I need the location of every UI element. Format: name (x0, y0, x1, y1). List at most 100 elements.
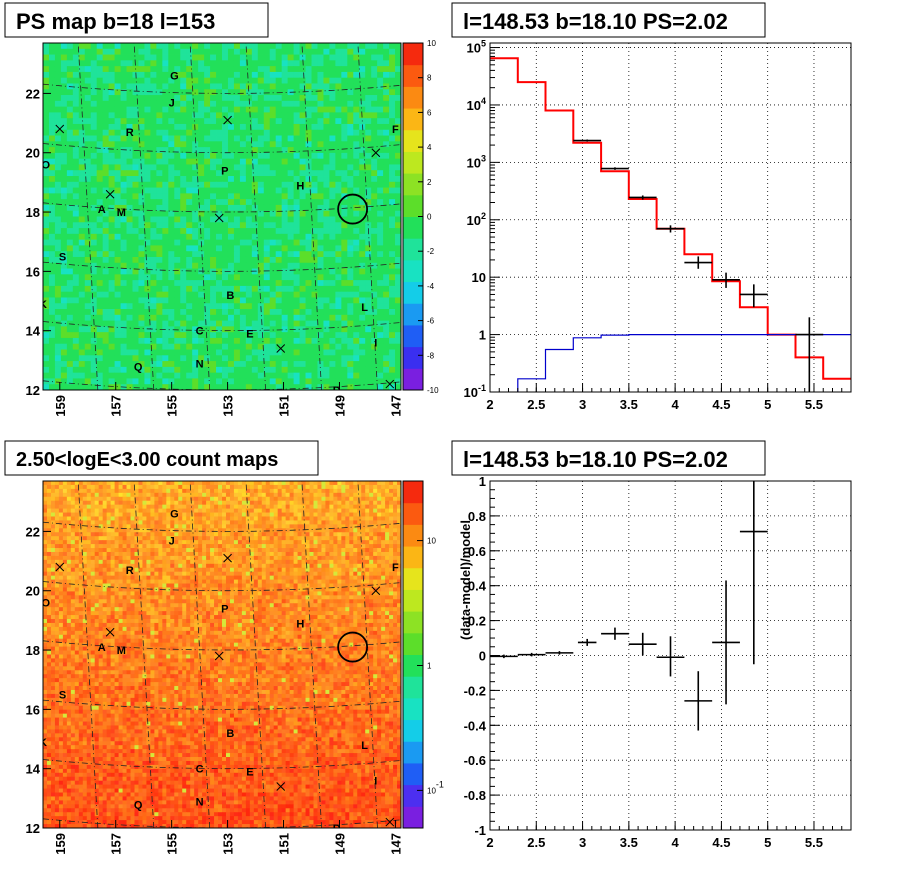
heatmap-pixel (341, 164, 348, 171)
heatmap-pixel (84, 274, 92, 281)
heatmap-pixel (108, 170, 115, 177)
colorbar-segment (403, 173, 423, 196)
source-label: A (98, 204, 106, 216)
heatmap-pixel (323, 164, 330, 171)
heatmap-pixel (335, 366, 342, 374)
heatmap-pixel (281, 297, 289, 304)
heatmap-pixel (90, 262, 98, 269)
heatmap-pixel (395, 309, 401, 316)
heatmap-pixel (263, 193, 271, 200)
heatmap-pixel (245, 303, 253, 310)
heatmap-pixel (66, 77, 74, 84)
heatmap-pixel (353, 337, 360, 345)
heatmap-pixel (329, 488, 334, 494)
heatmap-pixel (144, 152, 151, 160)
data-point (712, 272, 740, 288)
heatmap-pixel (239, 314, 247, 321)
heatmap-pixel (365, 204, 372, 212)
heatmap-pixel (395, 274, 401, 281)
heatmap-pixel (345, 481, 350, 486)
heatmap-pixel (114, 378, 121, 385)
heatmap-pixel (311, 343, 318, 350)
heatmap-pixel (365, 309, 372, 316)
heatmap-pixel (395, 297, 401, 304)
heatmap-pixel (48, 112, 56, 119)
heatmap-pixel (102, 384, 110, 390)
heatmap-pixel (114, 228, 121, 235)
heatmap-pixel (371, 297, 378, 304)
heatmap-pixel (323, 199, 330, 206)
heatmap-pixel (293, 332, 300, 339)
heatmap-pixel (102, 291, 110, 298)
heatmap-pixel (84, 60, 92, 67)
heatmap-pixel (60, 309, 68, 316)
heatmap-pixel (192, 106, 199, 113)
heatmap-pixel (194, 516, 199, 521)
heatmap-pixel (321, 484, 326, 490)
heatmap-pixel (60, 106, 68, 113)
ps-map-title-box (4, 2, 269, 38)
heatmap-pixel (293, 280, 300, 287)
heatmap-pixel (186, 256, 193, 264)
heatmap-pixel (138, 204, 145, 212)
heatmap-pixel (269, 512, 275, 517)
heatmap-pixel (126, 187, 133, 194)
heatmap-pixel (359, 303, 366, 310)
heatmap-pixel (269, 95, 277, 102)
heatmap-pixel (180, 332, 187, 339)
heatmap-pixel (78, 71, 86, 79)
heatmap-pixel (206, 492, 211, 498)
heatmap-pixel (134, 484, 139, 490)
heatmap-pixel (108, 77, 115, 84)
heatmap-pixel (162, 384, 169, 390)
heatmap-pixel (180, 170, 187, 177)
heatmap-pixel (126, 488, 131, 494)
heatmap-pixel (94, 508, 100, 513)
heatmap-pixel (144, 100, 151, 108)
heatmap-pixel (325, 484, 330, 490)
heatmap-pixel (90, 118, 98, 125)
heatmap-pixel (237, 516, 243, 521)
heatmap-pixel (168, 378, 175, 385)
heatmap-pixel (305, 204, 312, 212)
heatmap-pixel (156, 43, 163, 50)
heatmap-pixel (293, 100, 300, 108)
heatmap-pixel (120, 199, 127, 206)
heatmap-pixel (126, 528, 131, 533)
heatmap-pixel (204, 112, 211, 119)
heatmap-pixel (222, 309, 229, 316)
heatmap-pixel (48, 256, 56, 264)
heatmap-pixel (245, 516, 251, 521)
heatmap-pixel (251, 228, 259, 235)
heatmap-pixel (377, 274, 384, 281)
heatmap-pixel (281, 500, 287, 506)
heatmap-pixel (323, 256, 330, 264)
heatmap-pixel (311, 274, 318, 281)
heatmap-pixel (269, 54, 277, 61)
heatmap-pixel (281, 239, 289, 246)
heatmap-pixel (174, 228, 181, 235)
heatmap-pixel (275, 326, 283, 333)
heatmap-pixel (257, 204, 265, 212)
heatmap-pixel (311, 199, 318, 206)
heatmap-pixel (395, 343, 401, 350)
heatmap-pixel (204, 164, 211, 171)
heatmap-pixel (321, 508, 326, 513)
heatmap-pixel (377, 239, 384, 246)
heatmap-pixel (263, 233, 271, 241)
heatmap-pixel (323, 297, 330, 304)
heatmap-pixel (86, 484, 92, 490)
heatmap-pixel (204, 43, 211, 50)
heatmap-pixel (102, 48, 110, 55)
heatmap-pixel (281, 222, 289, 229)
heatmap-pixel (365, 314, 372, 321)
heatmap-pixel (108, 210, 115, 217)
heatmap-pixel (96, 176, 104, 183)
heatmap-pixel (293, 199, 300, 206)
heatmap-pixel (341, 262, 348, 269)
heatmap-pixel (90, 147, 98, 154)
heatmap-pixel (180, 100, 187, 108)
heatmap-pixel (84, 233, 92, 241)
heatmap-pixel (66, 488, 72, 494)
